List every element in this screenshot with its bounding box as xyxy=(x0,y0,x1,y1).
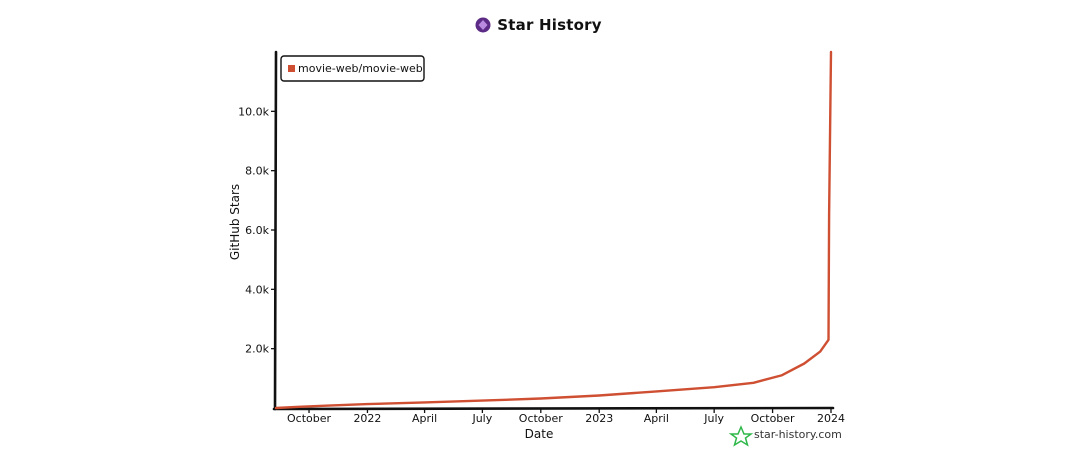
x-axis-title: Date xyxy=(525,427,554,441)
x-tick-label: 2024 xyxy=(817,412,845,425)
y-tick-label: 4.0k xyxy=(245,283,269,296)
data-point xyxy=(540,397,542,400)
x-tick-label: October xyxy=(751,412,795,425)
series-layer xyxy=(274,50,833,410)
data-point xyxy=(780,374,783,377)
data-point xyxy=(366,403,369,405)
y-tick-label: 6.0k xyxy=(245,224,269,237)
x-tick-label: April xyxy=(644,412,669,425)
y-axis-title: GitHub Stars xyxy=(228,184,242,260)
data-point xyxy=(819,350,821,353)
chart-title: Star History xyxy=(497,16,602,34)
data-point xyxy=(423,401,426,404)
star-outline-icon xyxy=(728,425,754,447)
data-point xyxy=(275,407,277,409)
y-tick-label: 2.0k xyxy=(245,343,269,356)
watermark: star-history.com xyxy=(728,425,842,447)
watermark-text: star-history.com xyxy=(754,428,842,441)
data-point xyxy=(327,404,330,407)
x-axis-ticks: October 2022 April July October 2023 April July… xyxy=(287,408,845,425)
x-tick-label: July xyxy=(471,412,492,425)
data-point xyxy=(298,406,300,408)
legend-label: movie-web/movie-web xyxy=(298,62,423,75)
data-point xyxy=(828,214,830,216)
y-tick-label: 8.0k xyxy=(245,165,269,178)
y-tick-label: 10.0k xyxy=(238,105,269,118)
x-tick-label: April xyxy=(412,412,437,425)
y-axis-ticks: 2.0k 4.0k 6.0k 8.0k 10.0k xyxy=(238,105,276,356)
data-point xyxy=(598,394,600,397)
star-history-logo-icon xyxy=(475,17,491,33)
data-point xyxy=(481,399,484,402)
data-point xyxy=(803,362,806,365)
x-tick-label: October xyxy=(287,412,331,425)
legend-swatch xyxy=(288,65,295,72)
x-tick-label: October xyxy=(519,412,563,425)
x-tick-label: July xyxy=(703,412,724,425)
series-line xyxy=(274,50,833,410)
chart-title-bar: Star History xyxy=(0,13,1077,37)
x-tick-label: 2023 xyxy=(585,412,613,425)
legend-box xyxy=(280,55,425,82)
x-axis-line xyxy=(272,406,835,411)
data-point xyxy=(827,339,830,341)
legend: movie-web/movie-web xyxy=(280,55,425,82)
axes xyxy=(272,50,835,411)
x-tick-label: 2022 xyxy=(353,412,381,425)
data-point xyxy=(830,51,832,53)
data-point xyxy=(752,382,755,384)
data-point xyxy=(713,386,715,389)
data-point xyxy=(655,390,658,393)
